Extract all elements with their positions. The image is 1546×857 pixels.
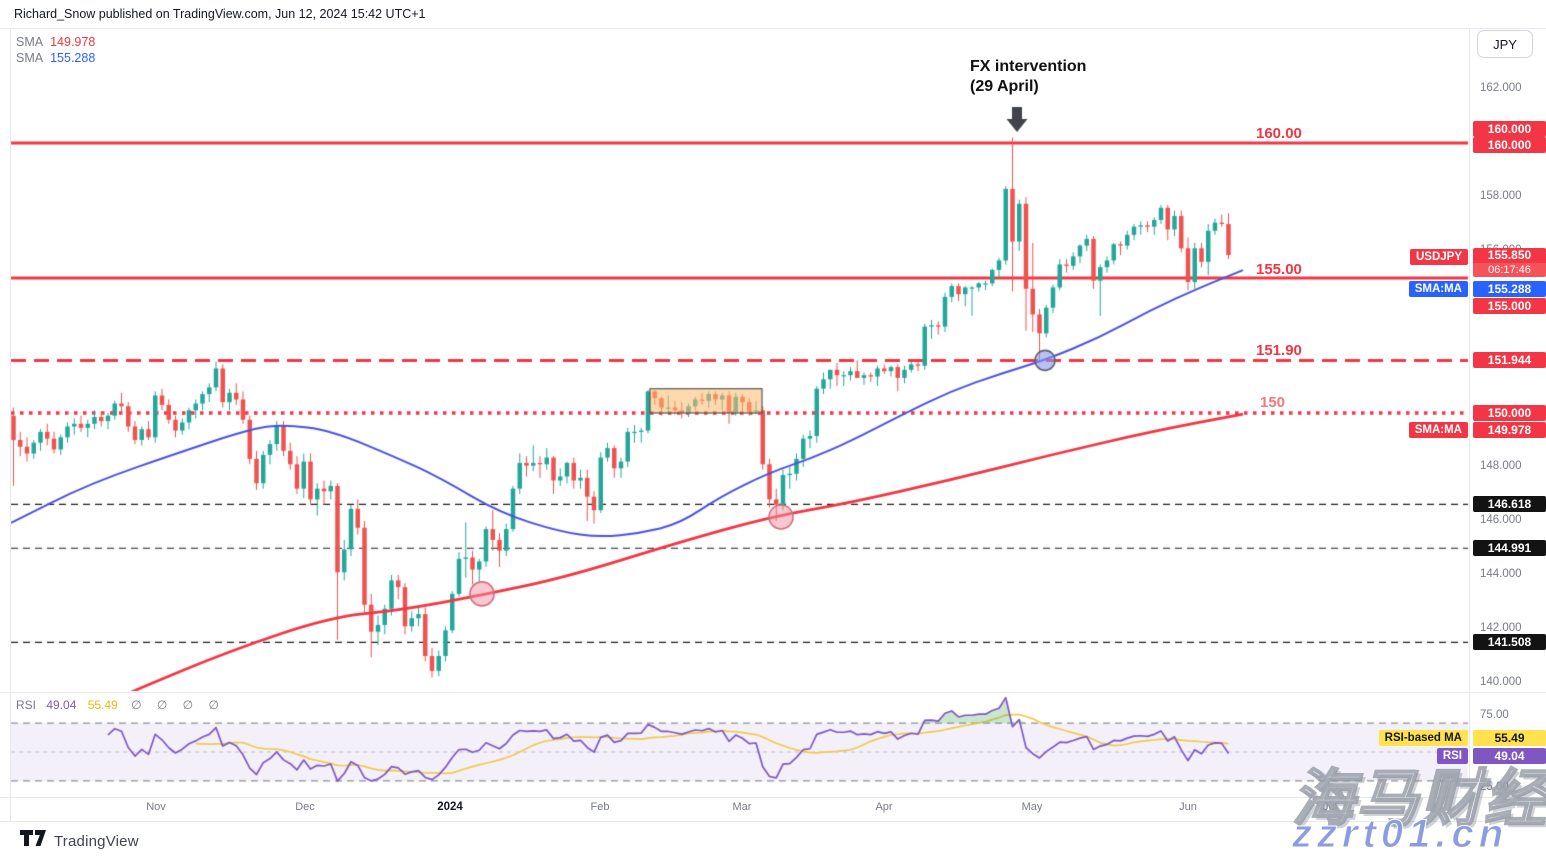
annotation-line1: FX intervention <box>970 58 1087 75</box>
price-axis-label-144: 144.000 <box>1480 568 1522 580</box>
footer-brand[interactable]: TradingView <box>20 830 139 852</box>
last-price: 155.850 <box>1473 248 1546 263</box>
rsi-tag-RSI: RSI <box>1436 748 1468 764</box>
tradingview-logo-icon <box>20 830 47 852</box>
header-separator <box>0 28 1546 29</box>
price-axis-label-140: 140.000 <box>1480 676 1522 688</box>
rsi-axis-badge-49.04: 49.04 <box>1473 748 1546 764</box>
time-axis-label-Nov[interactable]: Nov <box>146 801 166 813</box>
time-axis-top-border <box>0 797 1546 798</box>
watermark-chinese: 海马财经 <box>1291 764 1546 835</box>
price-axis-label-158: 158.000 <box>1480 190 1522 202</box>
price-axis-badge-160.000: 160.000 <box>1473 121 1546 137</box>
bar-countdown: 06:17:46 <box>1473 263 1546 277</box>
currency-button[interactable]: JPY <box>1477 30 1533 58</box>
tradingview-brand-text: TradingView <box>54 832 139 850</box>
sma-legend-row-red[interactable]: SMA 149.978 <box>16 35 95 49</box>
sma-value-red: 149.978 <box>50 35 96 49</box>
fx-intervention-annotation: FX intervention (29 April) <box>970 57 1086 97</box>
sma-label: SMA <box>16 35 44 49</box>
symbol-tag: USDJPY <box>1409 249 1468 265</box>
price-axis-badge-155.000: 155.000 <box>1473 298 1546 314</box>
price-axis-badge-144.991: 144.991 <box>1473 540 1546 556</box>
series-tag-SMA:MA: SMA:MA <box>1408 281 1468 297</box>
price-axis-label-148: 148.000 <box>1480 460 1522 472</box>
time-axis-label-Mar[interactable]: Mar <box>732 801 752 813</box>
series-tag-SMA:MA: SMA:MA <box>1408 422 1468 438</box>
price-axis-label-142: 142.000 <box>1480 622 1522 634</box>
plot-left-border <box>10 28 11 821</box>
level-label-160.00: 160.00 <box>1256 125 1302 142</box>
rsi-tag-RSI-based MA: RSI-based MA <box>1378 730 1468 746</box>
rsi-ma-value: 55.49 <box>87 698 118 712</box>
time-axis-label-Feb[interactable]: Feb <box>590 801 610 813</box>
rsi-empty-slots: ∅ ∅ ∅ ∅ <box>131 698 225 712</box>
rsi-title: RSI <box>16 698 37 712</box>
watermark-url: zzrt01.cn <box>1291 812 1509 857</box>
price-axis-badge-150.000: 150.000 <box>1473 405 1546 421</box>
sma-legend-row-blue[interactable]: SMA 155.288 <box>16 51 95 65</box>
time-axis-label-Dec[interactable]: Dec <box>295 801 315 813</box>
sma-label: SMA <box>16 51 44 65</box>
time-axis-label-Jun[interactable]: Jun <box>1179 801 1197 813</box>
price-axis-badge-141.508: 141.508 <box>1473 634 1546 650</box>
time-axis-label-May[interactable]: May <box>1021 801 1043 813</box>
publish-line: Richard_Snow published on TradingView.co… <box>14 7 426 21</box>
level-label-151.90: 151.90 <box>1256 342 1302 359</box>
time-axis-bottom-border <box>0 821 1546 822</box>
rsi-axis-badge-55.49: 55.49 <box>1473 730 1546 746</box>
price-axis-badge-149.978: 149.978 <box>1473 422 1546 438</box>
price-axis-badge-160.000: 160.000 <box>1473 137 1546 153</box>
time-axis-label-Apr[interactable]: Apr <box>875 801 893 813</box>
sma-value-blue: 155.288 <box>50 51 96 65</box>
price-axis-label-162: 162.000 <box>1480 82 1522 94</box>
price-axis-badge-155.288: 155.288 <box>1473 281 1546 297</box>
price-axis-label-146: 146.000 <box>1480 514 1522 526</box>
rsi-axis-label-75.00: 75.00 <box>1480 709 1509 721</box>
price-axis-badge-151.944: 151.944 <box>1473 352 1546 368</box>
rsi-axis-label-25.00: 25.00 <box>1480 781 1509 793</box>
last-price-badge: 155.850 06:17:46 <box>1473 248 1546 277</box>
level-label-155.00: 155.00 <box>1256 261 1302 278</box>
time-axis-label-2024[interactable]: 2024 <box>437 801 463 813</box>
rsi-legend[interactable]: RSI 49.04 55.49 ∅ ∅ ∅ ∅ <box>16 698 225 712</box>
price-axis-badge-146.618: 146.618 <box>1473 496 1546 512</box>
level-label-150: 150 <box>1260 394 1286 411</box>
price-axis-border <box>1469 28 1470 821</box>
pane-separator <box>0 692 1546 693</box>
time-axis-label-Jul[interactable]: Jul <box>1322 801 1338 813</box>
annotation-line2: (29 April) <box>970 78 1039 95</box>
rsi-value: 49.04 <box>46 698 77 712</box>
